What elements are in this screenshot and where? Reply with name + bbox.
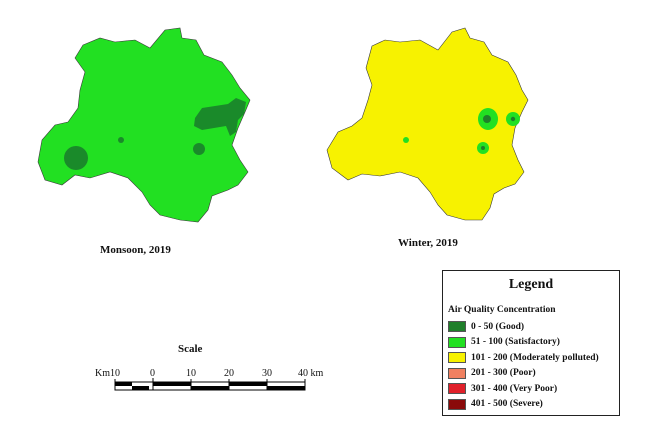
monsoon-hotspot-southeast <box>193 143 205 155</box>
scale-seg-2 <box>132 386 149 390</box>
scale-seg-1 <box>115 382 132 386</box>
legend-item-moderate: 101 - 200 (Moderately polluted) <box>448 350 619 366</box>
legend-item-label: 0 - 50 (Good) <box>471 321 525 332</box>
scale-seg-5 <box>229 382 267 386</box>
scale-label: 30 <box>262 368 272 379</box>
legend-item-label: 401 - 500 (Severe) <box>471 399 543 410</box>
scale-seg-6 <box>267 386 305 390</box>
scale-title: Scale <box>178 343 203 355</box>
legend-subtitle: Air Quality Concentration <box>448 305 556 315</box>
monsoon-region <box>37 27 251 223</box>
winter-hotspots <box>403 108 520 154</box>
legend-item-label: 201 - 300 (Poor) <box>471 368 536 379</box>
legend-swatch <box>448 321 466 333</box>
legend-item-severe: 401 - 500 (Severe) <box>448 397 619 413</box>
legend-swatch <box>448 367 466 379</box>
monsoon-hotspots <box>64 98 246 170</box>
scale-seg-4 <box>191 386 229 390</box>
winter-hotspot-south-core <box>481 146 485 150</box>
legend-item-label: 301 - 400 (Very Poor) <box>471 383 558 394</box>
legend-item-label: 101 - 200 (Moderately polluted) <box>471 352 599 363</box>
legend-item-good: 0 - 50 (Good) <box>448 319 619 335</box>
scale-label: Km10 <box>95 368 120 379</box>
scale-seg-3 <box>153 382 191 386</box>
legend-swatch <box>448 383 466 395</box>
legend-item-satisfactory: 51 - 100 (Satisfactory) <box>448 335 619 351</box>
legend-swatch <box>448 352 466 364</box>
winter-caption: Winter, 2019 <box>398 237 458 249</box>
legend-item-poor: 201 - 300 (Poor) <box>448 366 619 382</box>
winter-hotspot-west <box>403 137 409 143</box>
legend-item-label: 51 - 100 (Satisfactory) <box>471 337 560 348</box>
winter-hotspot-north-b-core <box>510 116 516 122</box>
legend: Legend Air Quality Concentration 0 - 50 … <box>442 270 620 416</box>
legend-title: Legend <box>508 277 554 292</box>
monsoon-caption: Monsoon, 2019 <box>100 244 171 256</box>
scale-label: 0 <box>150 368 155 379</box>
scale-label: 20 <box>224 368 234 379</box>
monsoon-map <box>37 27 251 223</box>
legend-swatch <box>448 398 466 410</box>
legend-item-very-poor: 301 - 400 (Very Poor) <box>448 381 619 397</box>
winter-hotspot-north-a-core <box>483 115 491 123</box>
monsoon-hotspot-west <box>64 146 88 170</box>
scale-label: 10 <box>186 368 196 379</box>
legend-swatch <box>448 336 466 348</box>
monsoon-hotspot-east <box>194 98 246 136</box>
winter-region <box>326 27 529 221</box>
scale-bar <box>114 378 306 391</box>
winter-map <box>326 27 529 221</box>
legend-items: 0 - 50 (Good) 51 - 100 (Satisfactory) 10… <box>448 319 619 412</box>
monsoon-hotspot-center <box>118 137 124 143</box>
scale-label: 40 km <box>298 368 324 379</box>
